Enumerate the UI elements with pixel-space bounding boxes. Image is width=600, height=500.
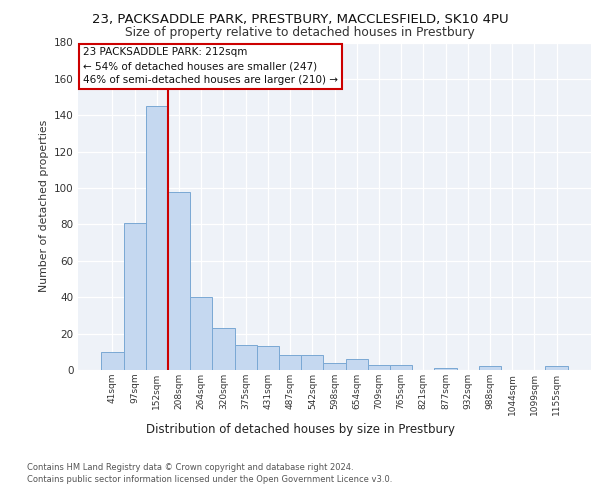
Bar (257, 346, 279, 370)
Bar (146, 106, 168, 370)
Bar (479, 366, 501, 370)
Bar (190, 297, 212, 370)
Bar (390, 364, 412, 370)
Bar (368, 364, 390, 370)
Bar (301, 356, 323, 370)
Bar (434, 368, 457, 370)
Text: Contains HM Land Registry data © Crown copyright and database right 2024.: Contains HM Land Registry data © Crown c… (27, 462, 353, 471)
Text: Distribution of detached houses by size in Prestbury: Distribution of detached houses by size … (146, 422, 455, 436)
Text: 23, PACKSADDLE PARK, PRESTBURY, MACCLESFIELD, SK10 4PU: 23, PACKSADDLE PARK, PRESTBURY, MACCLESF… (92, 12, 508, 26)
Bar (235, 344, 257, 370)
Y-axis label: Number of detached properties: Number of detached properties (38, 120, 49, 292)
Bar (323, 362, 346, 370)
Text: Size of property relative to detached houses in Prestbury: Size of property relative to detached ho… (125, 26, 475, 39)
Bar (101, 352, 124, 370)
Bar (545, 366, 568, 370)
Bar (168, 192, 190, 370)
Bar (279, 356, 301, 370)
Bar (124, 222, 146, 370)
Bar (346, 359, 368, 370)
Text: Contains public sector information licensed under the Open Government Licence v3: Contains public sector information licen… (27, 475, 392, 484)
Bar (212, 328, 235, 370)
Text: 23 PACKSADDLE PARK: 212sqm
← 54% of detached houses are smaller (247)
46% of sem: 23 PACKSADDLE PARK: 212sqm ← 54% of deta… (83, 48, 338, 86)
